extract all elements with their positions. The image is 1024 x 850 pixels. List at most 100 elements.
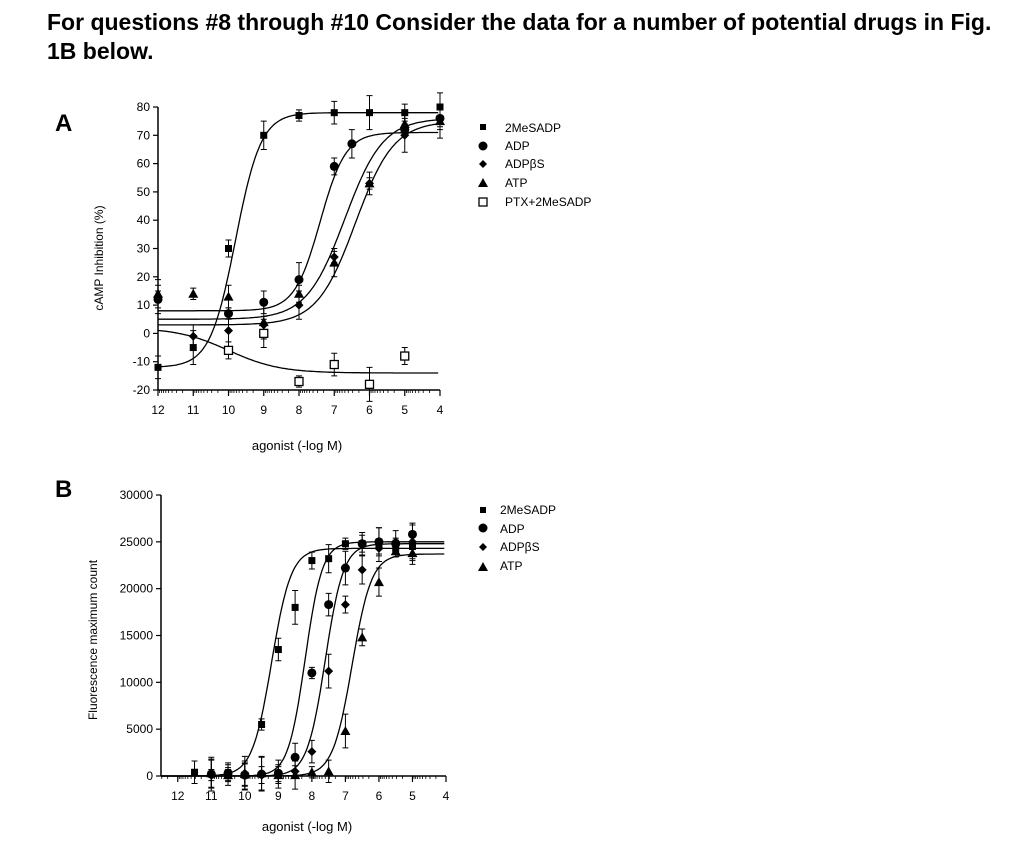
legend-a-atp: ATP — [505, 176, 527, 190]
data-point-2mesadp — [258, 720, 266, 728]
data-point-adps — [188, 331, 198, 341]
panel-a-letter: A — [55, 110, 72, 137]
data-point-2mesadp — [260, 131, 268, 139]
data-point-2mesadp — [366, 109, 373, 117]
data-point-atp — [399, 118, 410, 128]
data-point-adp — [324, 600, 334, 610]
y-tick-label: 30 — [137, 242, 151, 256]
data-point-atp — [223, 291, 234, 301]
data-point-adp — [374, 537, 384, 547]
legend-diamond-marker — [479, 543, 487, 551]
y-tick-label: 80 — [137, 100, 151, 114]
x-tick-label: 5 — [409, 789, 416, 803]
x-tick-label: 9 — [275, 789, 282, 803]
legend-a-2mesadp: 2MeSADP — [505, 121, 561, 135]
legend-b-atp: ATP — [500, 559, 522, 573]
data-point-atp — [407, 548, 418, 558]
data-point-2mesadp — [291, 603, 299, 611]
data-point-adp — [329, 161, 339, 171]
panel-a-chart: cAMP Inhibition (%) agonist (-log M) 807… — [92, 92, 445, 453]
data-point-ptx+2mesadp — [259, 328, 269, 339]
x-tick-label: 9 — [260, 403, 267, 417]
data-point-adp — [307, 668, 317, 678]
data-point-adps — [294, 300, 304, 310]
data-point-atp — [239, 769, 250, 779]
panel-b-ylabel: Fluorescence maximum count — [86, 559, 100, 720]
x-tick-label: 7 — [342, 789, 349, 803]
x-tick-label: 12 — [171, 789, 185, 803]
legend-square-marker — [480, 507, 486, 513]
data-point-adps — [391, 537, 401, 547]
panel-a-ylabel: cAMP Inhibition (%) — [92, 205, 106, 310]
y-tick-label: 0 — [146, 769, 153, 783]
legend-open-square-marker — [478, 197, 488, 207]
data-point-atp — [357, 632, 368, 642]
data-point-atp — [373, 577, 384, 587]
x-tick-label: 12 — [151, 403, 165, 417]
y-tick-label: 20000 — [120, 582, 154, 596]
legend-a-ptx: PTX+2MeSADP — [505, 195, 591, 209]
data-point-2mesadp — [154, 363, 162, 371]
fit-curve-2mesadp — [157, 112, 439, 368]
data-point-adp — [357, 539, 367, 549]
data-point-adp — [290, 752, 300, 762]
legend-b-adp: ADP — [500, 522, 525, 536]
fit-curve-atp — [158, 123, 439, 326]
data-point-ptx+2mesadp — [364, 379, 375, 389]
data-point-atp — [323, 766, 334, 776]
question-heading: For questions #8 through #10 Consider th… — [47, 9, 992, 64]
data-point-adp — [259, 297, 269, 307]
x-tick-label: 6 — [376, 789, 383, 803]
data-point-adps — [357, 565, 367, 575]
y-tick-label: 10 — [137, 298, 151, 312]
legend-a-adp: ADP — [505, 139, 530, 153]
y-tick-label: 60 — [137, 157, 151, 171]
data-point-atp — [223, 770, 234, 780]
fit-curve-adps — [158, 119, 439, 320]
y-tick-label: 70 — [137, 128, 151, 142]
data-point-atp — [364, 178, 375, 188]
data-point-adps — [307, 747, 317, 757]
data-point-atp — [188, 288, 199, 298]
legend-diamond-marker — [479, 160, 487, 168]
x-tick-label: 8 — [296, 403, 303, 417]
x-tick-label: 10 — [222, 403, 236, 417]
panel-b-xlabel: agonist (-log M) — [262, 819, 352, 834]
data-point-adp — [294, 275, 304, 285]
panel-b-letter: B — [55, 476, 72, 503]
y-tick-label: 10000 — [120, 675, 154, 689]
legend-square-marker — [480, 124, 486, 130]
data-point-atp — [273, 770, 284, 780]
data-point-2mesadp — [295, 111, 303, 119]
x-tick-label: 11 — [205, 789, 218, 803]
fit-curve-ptx2mesadp — [157, 329, 439, 374]
x-tick-label: 4 — [437, 403, 444, 417]
x-tick-label: 6 — [366, 403, 373, 417]
y-tick-label: -10 — [133, 355, 151, 369]
data-point-2mesadp — [225, 245, 232, 252]
legend-b-2mesadp: 2MeSADP — [500, 503, 556, 517]
y-tick-label: 30000 — [120, 488, 154, 502]
y-tick-label: 0 — [143, 326, 150, 340]
y-tick-label: 25000 — [120, 535, 154, 549]
data-point-atp — [340, 726, 351, 736]
x-tick-label: 10 — [238, 789, 252, 803]
panel-b-chart: Fluorescence maximum count agonist (-log… — [86, 488, 450, 834]
data-point-atp — [435, 116, 445, 126]
data-point-atp — [290, 770, 301, 780]
legend-b-adpbs: ADPβS — [500, 540, 540, 554]
data-point-atp — [390, 546, 401, 556]
data-point-adps — [340, 600, 350, 610]
x-tick-label: 7 — [331, 403, 338, 417]
data-point-2mesadp — [330, 109, 338, 117]
data-point-ptx+2mesadp — [223, 345, 234, 356]
y-tick-label: 15000 — [120, 629, 154, 643]
y-tick-label: 40 — [137, 213, 151, 227]
data-point-atp — [329, 257, 340, 267]
legend-triangle-marker — [478, 178, 488, 187]
data-point-ptx+2mesadp — [294, 376, 304, 387]
data-point-atp — [206, 768, 217, 778]
data-point-2mesadp — [341, 540, 349, 548]
fit-curve-adps — [161, 543, 445, 777]
